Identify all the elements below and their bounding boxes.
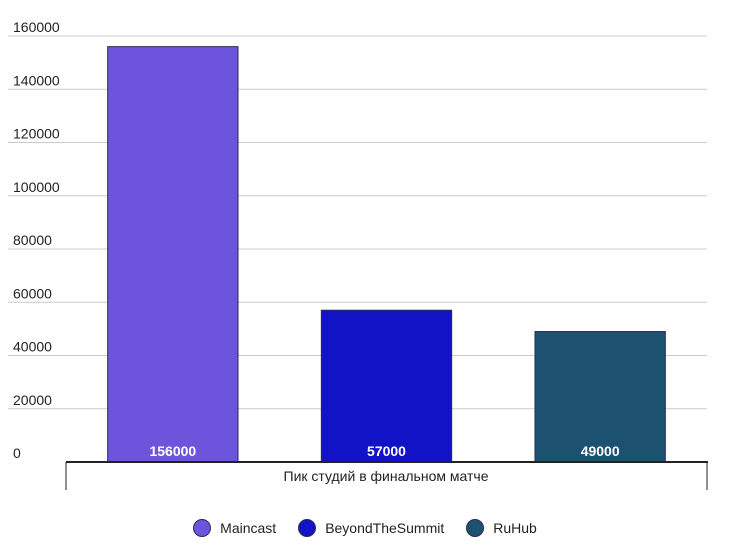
bar-value-label: 49000 (581, 443, 620, 459)
y-tick-label: 80000 (13, 232, 52, 248)
y-tick-label: 160000 (13, 19, 60, 35)
legend-swatch-icon (193, 519, 212, 537)
bar-chart: 0 20000 40000 60000 80000 100000 120000 140000 1… (8, 19, 708, 490)
bar-value-label: 156000 (149, 443, 196, 459)
legend-label: BeyondTheSummit (325, 520, 445, 536)
legend-item: RuHub (466, 519, 537, 537)
legend-item: BeyondTheSummit (298, 519, 444, 537)
bar-ruhub (534, 331, 666, 463)
bar-value-labels: 156000 57000 49000 (149, 443, 619, 459)
legend-label: Maincast (220, 520, 277, 536)
y-tick-label: 120000 (13, 126, 60, 142)
legend-swatch-icon (466, 519, 485, 537)
y-tick-label: 0 (13, 445, 21, 461)
y-tick-label: 100000 (13, 179, 60, 195)
y-tick-label: 60000 (13, 285, 52, 301)
bar-value-label: 57000 (367, 443, 406, 459)
y-tick-label: 40000 (13, 339, 52, 355)
legend-item: Maincast (193, 519, 276, 537)
y-axis-ticks: 0 20000 40000 60000 80000 100000 120000 140000 1… (13, 19, 60, 461)
x-axis-category-label: Пик студий в финальном матче (284, 468, 489, 484)
bar-maincast (107, 46, 239, 463)
legend: Maincast BeyondTheSummit RuHub (0, 515, 730, 541)
y-tick-label: 140000 (13, 72, 60, 88)
legend-label: RuHub (493, 520, 537, 536)
y-tick-label: 20000 (13, 392, 52, 408)
bar-beyondthesummit (320, 309, 453, 463)
bars (107, 46, 666, 463)
legend-swatch-icon (298, 519, 317, 537)
